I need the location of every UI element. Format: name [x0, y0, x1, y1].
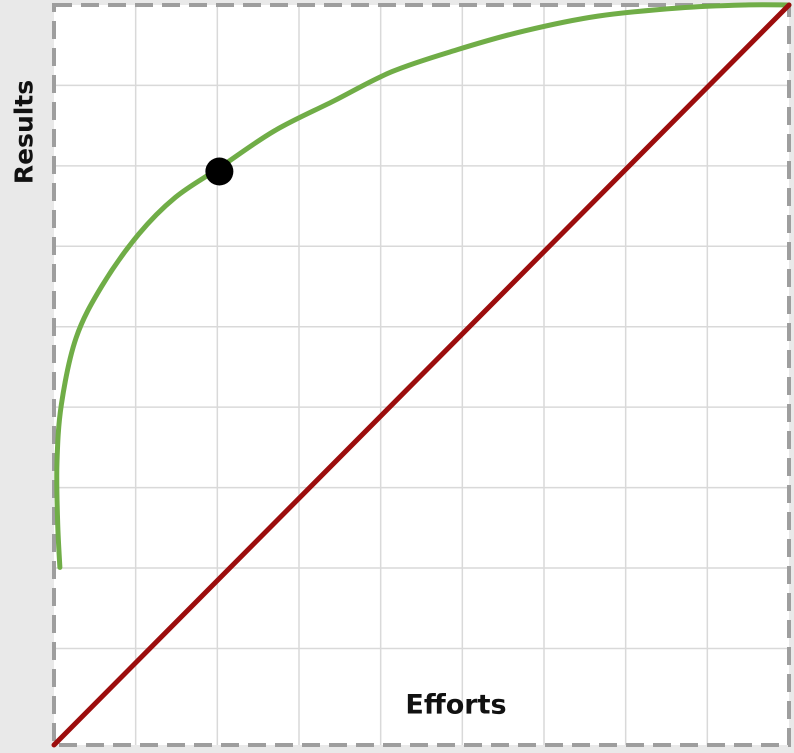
series-group [51, 2, 792, 748]
marker-point-0 [205, 157, 234, 186]
y-axis-label: Results [9, 79, 39, 185]
series-line-1 [51, 2, 792, 748]
grid [54, 5, 789, 745]
marker-group [205, 157, 234, 186]
series-line-0 [54, 2, 792, 570]
x-axis-label: Efforts [405, 689, 507, 721]
plot-border [52, 3, 791, 747]
